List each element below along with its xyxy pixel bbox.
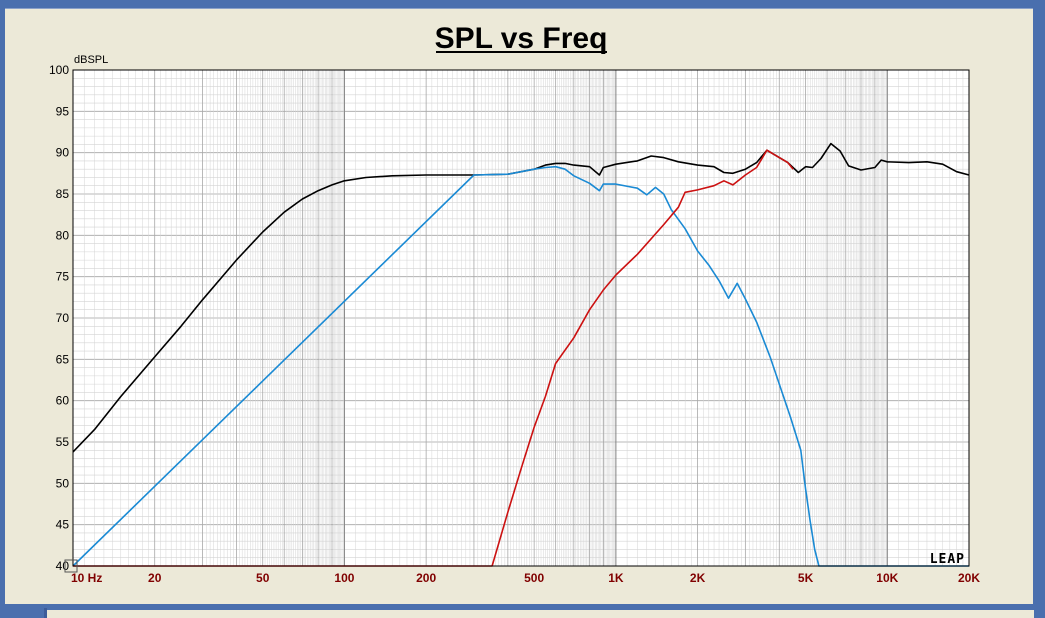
bottom-splitter [44,608,47,618]
y-tick-label: 85 [56,187,70,201]
x-tick-label: 50 [256,571,270,585]
y-axis-unit-label: dBSPL [74,54,108,66]
x-tick-label: 20 [148,571,162,585]
y-tick-label: 60 [56,394,70,408]
series-line-1 [72,142,970,453]
origin-marker [64,559,78,573]
chart-title: SPL vs Freq [435,22,608,55]
y-tick-label: 45 [56,518,70,532]
y-tick-label: 100 [49,63,69,77]
x-tick-label: 1K [608,571,624,585]
y-tick-label: 70 [56,311,70,325]
x-tick-label: 200 [416,571,436,585]
leap-watermark: LEAP [930,552,965,567]
x-tick-label: 2K [690,571,706,585]
y-tick-label: 50 [56,476,70,490]
y-tick-label: 80 [56,228,70,242]
plot-border [72,69,970,567]
x-tick-label: 5K [798,571,814,585]
x-tick-label: 20K [958,571,980,585]
y-tick-label: 75 [56,270,70,284]
y-tick-label: 95 [56,104,70,118]
y-tick-label: 40 [56,559,70,573]
bottom-panel-strip [44,610,1034,618]
y-tick-label: 90 [56,146,70,160]
y-tick-label: 55 [56,435,70,449]
x-tick-label: 500 [524,571,544,585]
x-tick-label: 10K [876,571,898,585]
series-line-2 [72,165,969,567]
x-tick-label: 10 Hz [71,571,102,585]
series-line-3 [73,149,794,567]
y-tick-label: 65 [56,352,70,366]
x-tick-label: 100 [334,571,354,585]
